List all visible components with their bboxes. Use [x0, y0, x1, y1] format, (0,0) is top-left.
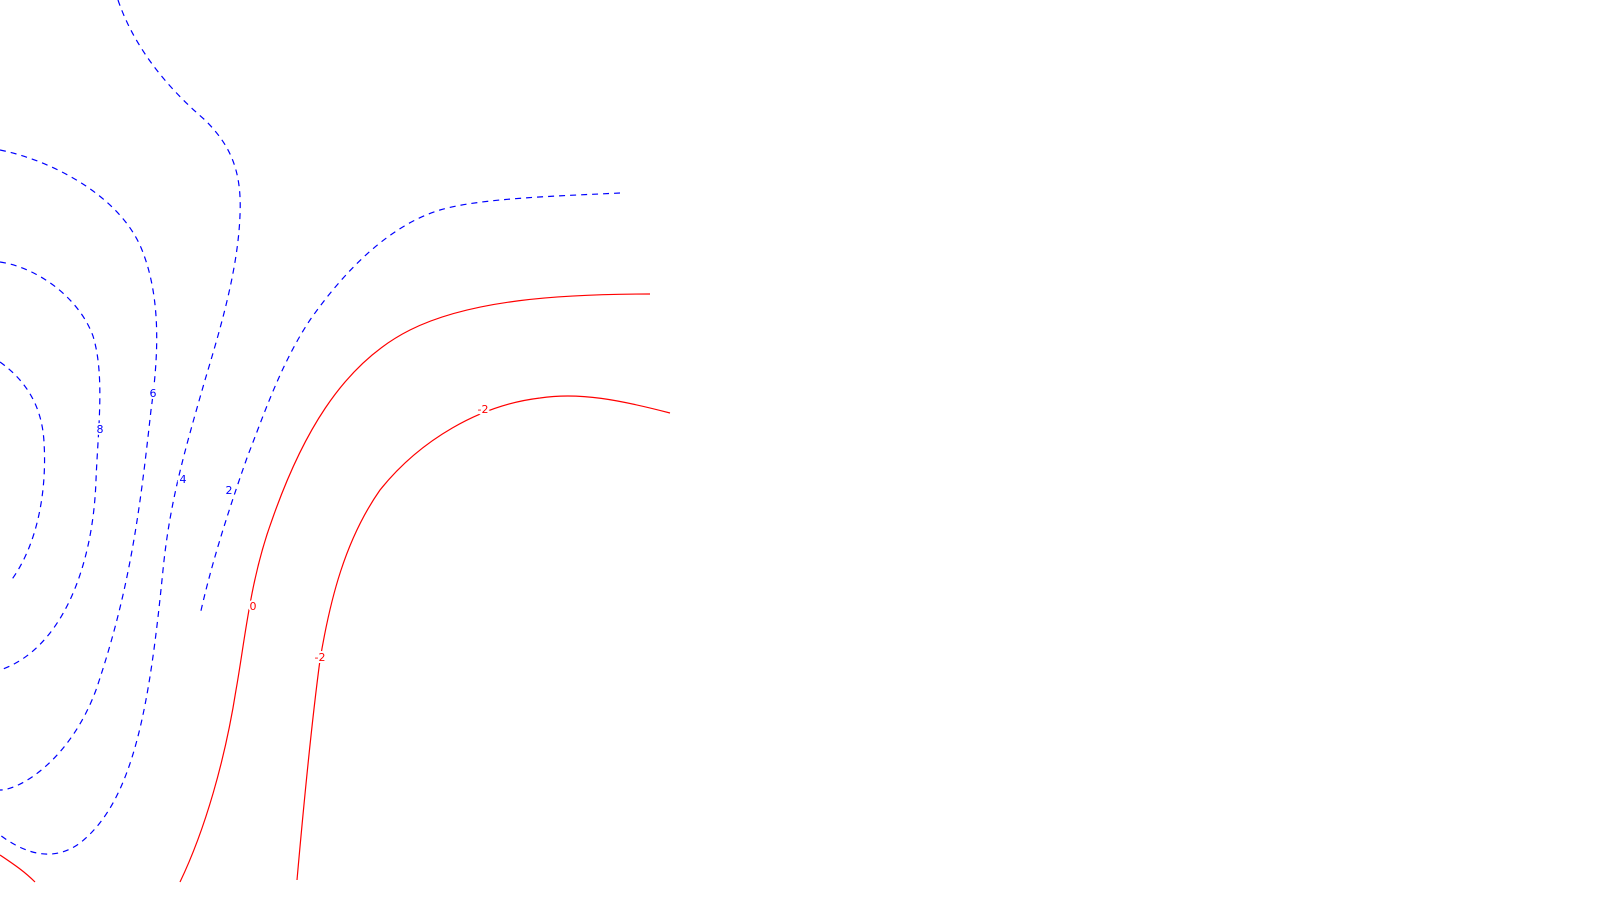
contour-label-2: 2: [226, 484, 233, 497]
contour-line-4: [0, 149, 158, 791]
contour-line-2b: [199, 192, 621, 616]
contour-label-0: 0: [250, 600, 257, 613]
contour-label-neg2: -2: [478, 403, 489, 416]
contour-line-neg2-corner: [0, 854, 36, 883]
contour-label-6: 6: [150, 387, 157, 400]
contour-label-neg2-b: -2: [315, 651, 326, 664]
contour-lines: [0, 0, 671, 883]
contour-line-0: [179, 293, 651, 883]
contour-labels: 8 6 4 2 0 -2 -2: [95, 385, 491, 666]
contour-line-2: [0, 0, 241, 855]
contour-line-8: [0, 361, 46, 583]
contour-line-6: [0, 261, 101, 671]
contour-label-8: 8: [97, 423, 104, 436]
contour-line-neg2: [296, 395, 671, 881]
contour-label-4: 4: [180, 473, 187, 486]
